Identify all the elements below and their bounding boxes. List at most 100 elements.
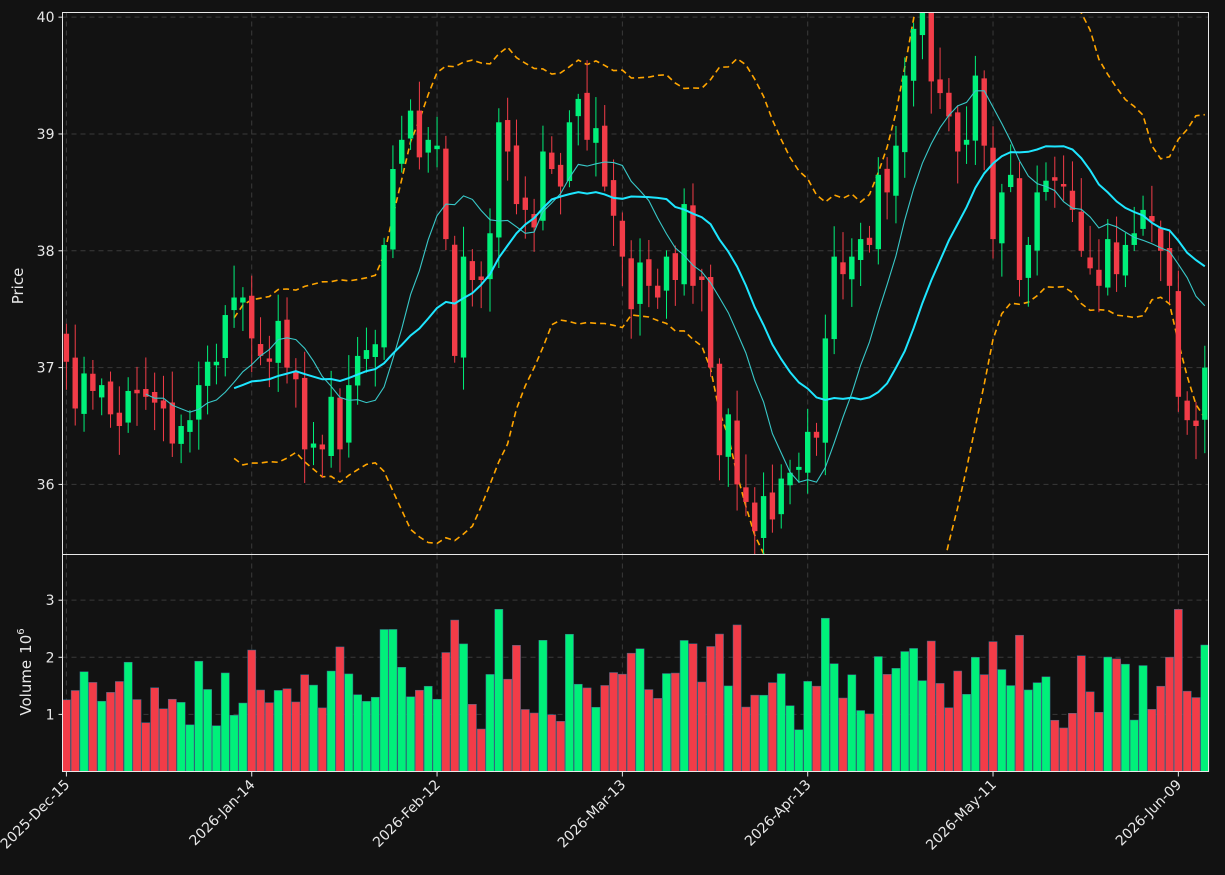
candle-body [513, 145, 520, 205]
candle-body [805, 431, 811, 473]
candle-body [663, 256, 670, 291]
candle-body [593, 128, 599, 143]
candle-body [672, 253, 679, 280]
candle-body [787, 472, 793, 486]
candle-body [354, 355, 361, 386]
candle-body [1025, 244, 1032, 278]
volume-bar [847, 674, 857, 772]
candle-body [849, 256, 855, 280]
volume-bar [520, 709, 530, 772]
volume-bar [1023, 689, 1033, 772]
candle-body [990, 147, 996, 240]
candle-body [363, 350, 370, 359]
candle-body [346, 385, 352, 443]
volume-y-ticks: 1 2 3 [46, 593, 63, 723]
volume-bar [653, 698, 663, 772]
volume-bar [582, 687, 592, 772]
candle-body [619, 220, 626, 257]
candle-body [743, 487, 749, 502]
candle-body [575, 98, 581, 117]
volume-bar [865, 713, 874, 772]
candle-body [1131, 233, 1137, 245]
volume-bar [1112, 658, 1121, 772]
volume-bar [220, 672, 230, 772]
price-y-tick-label: 40 [37, 10, 55, 26]
volume-bar [1076, 655, 1086, 772]
volume-bar [900, 651, 910, 772]
volume-bar [609, 672, 618, 772]
volume-bar [379, 629, 389, 772]
candle-body [196, 385, 202, 420]
volume-bar [406, 696, 415, 772]
volume-bar [1200, 644, 1210, 772]
candle-body [99, 385, 105, 398]
candle-body [1175, 291, 1182, 397]
candle-body [734, 420, 740, 485]
candle-body [699, 276, 705, 280]
volume-bar [423, 685, 433, 772]
candle-body [1158, 228, 1164, 251]
volume-axis-label-text: Volume [17, 660, 35, 716]
volume-bar [79, 671, 89, 772]
candle-body [125, 390, 131, 423]
volume-bar [944, 707, 954, 772]
candle-body [831, 256, 837, 340]
candle-body [240, 297, 246, 303]
candle-body [1060, 184, 1067, 187]
volume-bar [706, 646, 715, 772]
candle-body [249, 295, 255, 339]
volume-y-tick-label: 1 [46, 707, 55, 723]
volume-axis-label-exponent: 6 [16, 628, 27, 634]
candle-body [284, 319, 290, 368]
volume-bar [388, 629, 398, 772]
volume-bars [62, 609, 1210, 772]
candle-body [946, 92, 952, 117]
candle-body [972, 75, 979, 141]
volume-bar [203, 689, 212, 772]
candle-body [275, 320, 281, 363]
volume-bar [1059, 727, 1068, 772]
candle-body [469, 261, 476, 280]
volume-bar [909, 648, 918, 772]
volume-bar [476, 728, 486, 772]
volume-bar [997, 669, 1007, 772]
candle-body [813, 431, 820, 438]
candle-body [381, 244, 387, 348]
volume-bar [600, 685, 610, 772]
bollinger-bands [233, 12, 1206, 555]
volume-bar [123, 661, 133, 772]
candle-body [1007, 174, 1014, 188]
volume-bar [247, 649, 257, 772]
volume-bar [962, 694, 971, 772]
candle-body [1140, 209, 1146, 229]
volume-bar [212, 725, 221, 772]
volume-bar [141, 722, 151, 772]
candle-body [1052, 177, 1058, 181]
volume-bar [556, 721, 565, 772]
candle-body [963, 139, 970, 145]
volume-bar [626, 652, 636, 772]
volume-bar [776, 673, 786, 772]
candle-body [999, 192, 1005, 244]
candle-body [293, 371, 299, 380]
candle-body [301, 377, 308, 450]
volume-bar [432, 698, 442, 772]
candle-body [434, 145, 440, 150]
volume-bar [988, 641, 998, 772]
candle-body [752, 502, 758, 532]
volume-bar [573, 683, 583, 772]
candle-body [646, 259, 652, 286]
candle-body [319, 444, 326, 450]
candle-body [310, 443, 317, 448]
candle-body [134, 389, 140, 394]
candle-body [937, 79, 943, 94]
volume-bar [326, 670, 336, 772]
candle-body [928, 12, 934, 82]
candle-body [1096, 269, 1102, 286]
volume-bar [688, 643, 698, 772]
candle-body [531, 214, 537, 228]
volume-bar [194, 660, 204, 772]
volume-bar [1191, 697, 1201, 772]
volume-bar [1182, 690, 1192, 772]
candle-body [1087, 257, 1093, 269]
